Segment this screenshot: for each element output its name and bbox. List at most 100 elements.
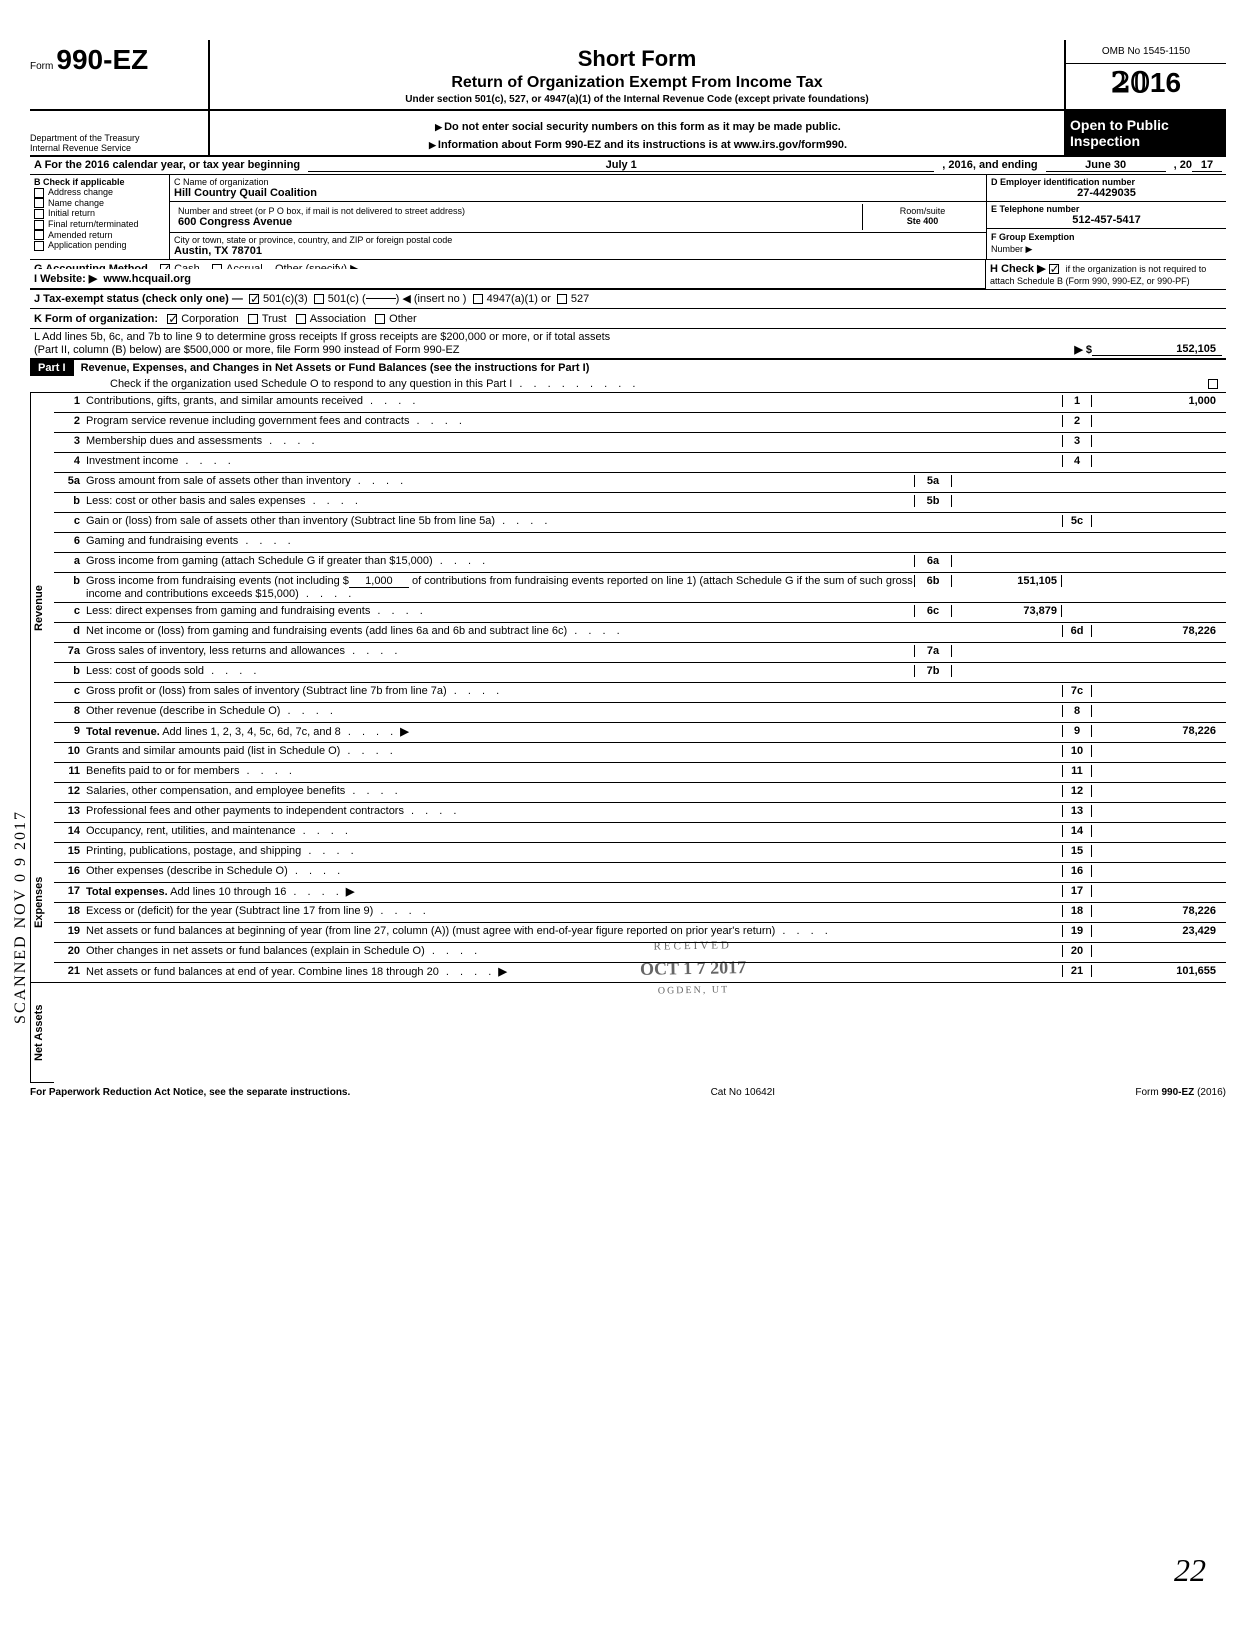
tax-year: 𝟚𝟘16 xyxy=(1066,64,1226,102)
right-line-num: 5c xyxy=(1062,515,1092,527)
line-11: 11Benefits paid to or for members . . . … xyxy=(54,763,1226,783)
year-val[interactable]: 17 xyxy=(1192,159,1222,172)
part1-title: Revenue, Expenses, and Changes in Net As… xyxy=(77,360,594,376)
right-line-num: 11 xyxy=(1062,765,1092,777)
chk-address-change[interactable]: Address change xyxy=(34,187,165,198)
mid-line-value[interactable]: 73,879 xyxy=(952,605,1062,617)
chk-trust[interactable] xyxy=(248,314,258,324)
right-line-value[interactable]: 78,226 xyxy=(1092,625,1222,637)
title-main: Return of Organization Exempt From Incom… xyxy=(220,74,1054,92)
org-name-value[interactable]: Hill Country Quail Coalition xyxy=(174,187,982,199)
line-8: 8Other revenue (describe in Schedule O) … xyxy=(54,703,1226,723)
line-desc: Occupancy, rent, utilities, and maintena… xyxy=(86,825,1062,837)
form-number: 990-EZ xyxy=(56,44,148,75)
footer-left: For Paperwork Reduction Act Notice, see … xyxy=(30,1087,350,1098)
right-line-value[interactable]: 1,000 xyxy=(1092,395,1222,407)
line-num: 2 xyxy=(58,415,86,427)
form-prefix: Form xyxy=(30,61,53,72)
right-line-value[interactable]: 23,429 xyxy=(1092,925,1222,937)
k-label: K Form of organization: xyxy=(34,313,158,325)
col-d-right: D Employer identification number 27-4429… xyxy=(986,175,1226,259)
mid-line-value[interactable]: 151,105 xyxy=(952,575,1062,587)
line-5a: 5aGross amount from sale of assets other… xyxy=(54,473,1226,493)
ein-row: D Employer identification number 27-4429… xyxy=(987,175,1226,202)
chk-final-return[interactable]: Final return/terminated xyxy=(34,219,165,230)
chk-application-pending[interactable]: Application pending xyxy=(34,240,165,251)
year-begin[interactable]: July 1 xyxy=(308,159,934,172)
chk-schedule-b[interactable] xyxy=(1049,264,1059,274)
chk-name-change[interactable]: Name change xyxy=(34,198,165,209)
j-label: J Tax-exempt status (check only one) — xyxy=(34,293,243,305)
year-end[interactable]: June 30 xyxy=(1046,159,1166,172)
line-num: 9 xyxy=(58,725,86,737)
right-line-value[interactable]: 101,655 xyxy=(1092,965,1222,977)
vertical-labels: Revenue Expenses Net Assets xyxy=(30,393,54,1083)
dept-left: Department of the Treasury Internal Reve… xyxy=(30,111,210,155)
part1-label: Part I xyxy=(30,360,74,376)
line-num: 7a xyxy=(58,645,86,657)
l-text2: (Part II, column (B) below) are $500,000… xyxy=(34,344,1074,356)
group-exemption-row: F Group Exemption Number ▶ xyxy=(987,229,1226,257)
line-desc: Net income or (loss) from gaming and fun… xyxy=(86,625,1062,637)
part1-lines: Revenue Expenses Net Assets 1Contributio… xyxy=(30,393,1226,1083)
form-footer: For Paperwork Reduction Act Notice, see … xyxy=(30,1083,1226,1102)
received-stamp: RECEIVED OCT 1 7 2017 OGDEN, UT xyxy=(640,939,747,997)
stamp-received: RECEIVED xyxy=(640,939,746,953)
chk-527[interactable] xyxy=(557,294,567,304)
line-13: 13Professional fees and other payments t… xyxy=(54,803,1226,823)
line-2: 2Program service revenue including gover… xyxy=(54,413,1226,433)
line-num: 10 xyxy=(58,745,86,757)
mid-line-num: 6c xyxy=(914,605,952,617)
line-num: 18 xyxy=(58,905,86,917)
ein-label: D Employer identification number xyxy=(991,177,1222,187)
chk-association[interactable] xyxy=(296,314,306,324)
city-value[interactable]: Austin, TX 78701 xyxy=(174,245,982,257)
website-value[interactable]: www.hcquail.org xyxy=(103,273,191,285)
line-desc: Membership dues and assessments . . . . xyxy=(86,435,1062,447)
line-desc: Total expenses. Add lines 10 through 16 … xyxy=(86,885,1062,898)
chk-initial-return[interactable]: Initial return xyxy=(34,208,165,219)
chk-amended-return[interactable]: Amended return xyxy=(34,230,165,241)
section-bcd: B Check if applicable Address change Nam… xyxy=(30,175,1226,260)
col-b-checkboxes: B Check if applicable Address change Nam… xyxy=(30,175,170,259)
chk-corporation[interactable] xyxy=(167,314,177,324)
line-desc: Other changes in net assets or fund bala… xyxy=(86,945,1062,957)
room-value[interactable]: Ste 400 xyxy=(867,216,978,226)
line-num: 8 xyxy=(58,705,86,717)
line-4: 4Investment income . . . .4 xyxy=(54,453,1226,473)
line-num: 17 xyxy=(58,885,86,897)
chk-501c[interactable] xyxy=(314,294,324,304)
line-desc: Less: cost of goods sold . . . . xyxy=(86,665,914,677)
addr-value[interactable]: 600 Congress Avenue xyxy=(178,216,858,228)
ein-value[interactable]: 27-4429035 xyxy=(991,187,1222,199)
line-num: 19 xyxy=(58,925,86,937)
chk-other-org[interactable] xyxy=(375,314,385,324)
right-line-num: 3 xyxy=(1062,435,1092,447)
right-line-num: 8 xyxy=(1062,705,1092,717)
line-desc: Grants and similar amounts paid (list in… xyxy=(86,745,1062,757)
header-instructions: Do not enter social security numbers on … xyxy=(210,111,1066,155)
tel-value[interactable]: 512-457-5417 xyxy=(991,214,1222,226)
row-i: I Website: ▶ www.hcquail.org xyxy=(30,269,986,289)
contrib-amount[interactable]: 1,000 xyxy=(349,575,409,588)
line-desc: Gaming and fundraising events . . . . xyxy=(86,535,1062,547)
line-desc: Contributions, gifts, grants, and simila… xyxy=(86,395,1062,407)
chk-schedule-o-part1[interactable] xyxy=(1208,379,1218,389)
line-desc: Excess or (deficit) for the year (Subtra… xyxy=(86,905,1062,917)
line-desc: Gross income from gaming (attach Schedul… xyxy=(86,555,914,567)
right-line-value[interactable]: 78,226 xyxy=(1092,905,1222,917)
right-line-num: 16 xyxy=(1062,865,1092,877)
right-line-value[interactable]: 78,226 xyxy=(1092,725,1222,737)
right-line-num: 21 xyxy=(1062,965,1092,977)
l-value[interactable]: 152,105 xyxy=(1092,343,1222,356)
line-num: 14 xyxy=(58,825,86,837)
footer-center: Cat No 10642I xyxy=(711,1087,776,1098)
chk-501c3[interactable] xyxy=(249,294,259,304)
l-text1: L Add lines 5b, 6c, and 7b to line 9 to … xyxy=(34,331,1222,343)
chk-4947[interactable] xyxy=(473,294,483,304)
footer-right: Form 990-EZ (2016) xyxy=(1135,1087,1226,1098)
line-num: 1 xyxy=(58,395,86,407)
line-desc: Net assets or fund balances at end of ye… xyxy=(86,965,1062,978)
header-right: OMB No 1545-1150 𝟚𝟘16 xyxy=(1066,40,1226,109)
dept-row: Department of the Treasury Internal Reve… xyxy=(30,111,1226,157)
